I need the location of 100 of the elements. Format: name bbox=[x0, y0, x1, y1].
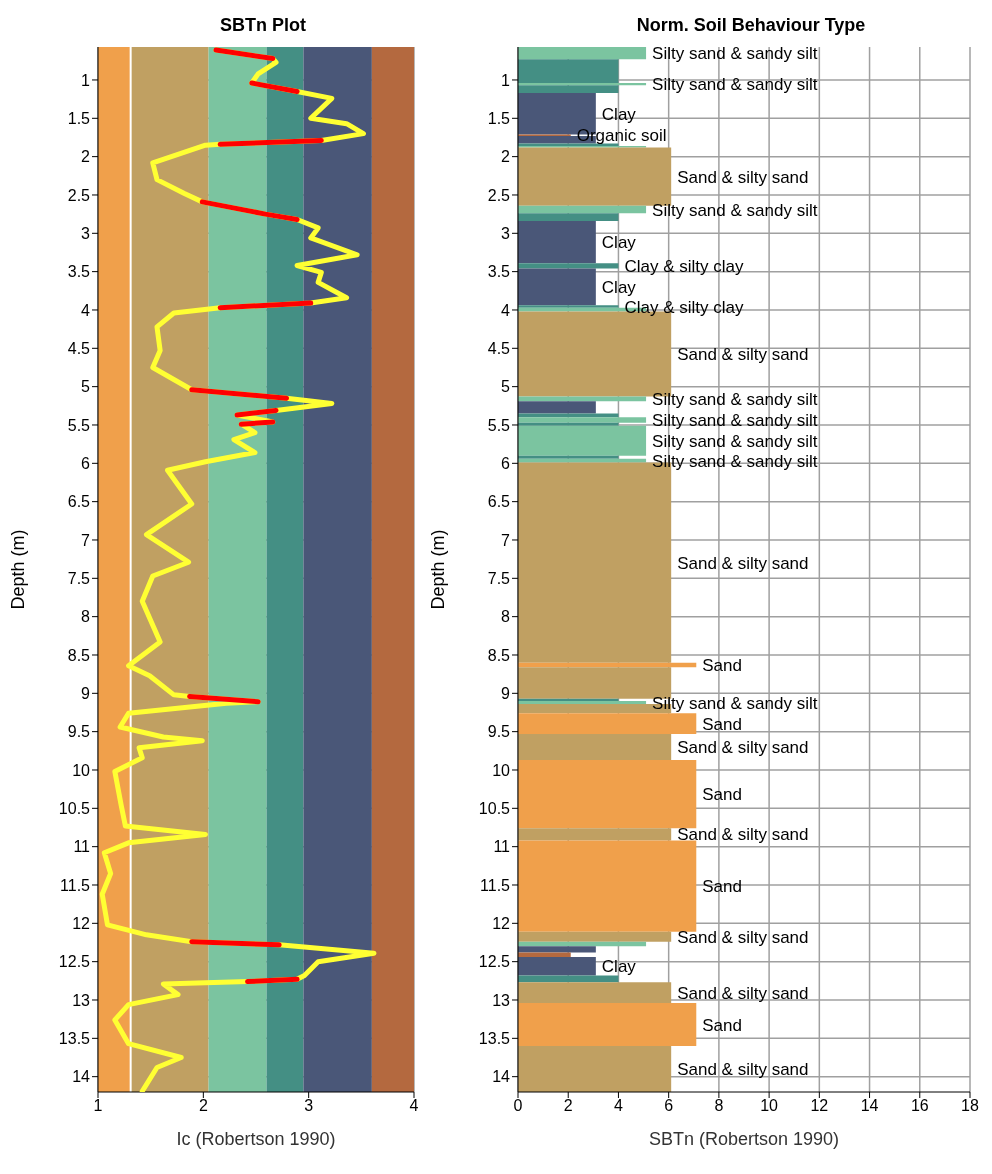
data-label: Clay bbox=[601, 957, 637, 977]
x-tick-label: 2 bbox=[563, 1097, 573, 1115]
data-label: Silty sand & sandy silt bbox=[652, 44, 818, 64]
y-tick-label: 11.5 bbox=[480, 876, 511, 894]
data-label: Sand & silty sand bbox=[677, 1060, 809, 1080]
y-tick-label: 2.5 bbox=[487, 186, 511, 204]
y-tick-label: 13.5 bbox=[478, 1030, 511, 1048]
data-label: Sand & silty sand bbox=[677, 983, 809, 1003]
data-label: Sand bbox=[702, 655, 742, 675]
data-label: Clay & silty clay bbox=[624, 256, 744, 276]
y-tick-label: 2.5 bbox=[67, 186, 91, 204]
y-tick-label: 7.5 bbox=[487, 570, 511, 587]
y-tick-label: 1.5 bbox=[67, 109, 91, 127]
y-tick-label: 13 bbox=[72, 991, 91, 1009]
y-tick-label: 10.5 bbox=[58, 800, 91, 817]
y-tick-label: 10 bbox=[492, 761, 511, 779]
data-label: Sand & silty sand bbox=[677, 345, 809, 365]
y-tick-label: 6.5 bbox=[487, 493, 511, 511]
chart-title: SBTn Plot bbox=[219, 13, 307, 37]
y-axis-title: Depth (m) bbox=[8, 529, 29, 610]
y-tick-label: 5 bbox=[501, 378, 511, 396]
y-tick-label: 8 bbox=[501, 608, 511, 626]
data-label: Sand & silty sand bbox=[677, 553, 809, 573]
y-tick-label: 3 bbox=[501, 224, 511, 242]
y-tick-label: 6.5 bbox=[67, 493, 91, 511]
y-tick-label: 4 bbox=[81, 301, 91, 319]
x-tick-label: 8 bbox=[714, 1097, 724, 1115]
y-tick-label: 12.5 bbox=[478, 953, 511, 971]
data-label: Sand & silty sand bbox=[677, 738, 809, 758]
data-label: Silty sand & sandy silt bbox=[652, 693, 818, 713]
data-label: Sand bbox=[702, 877, 742, 897]
data-label: Sand bbox=[702, 714, 742, 734]
y-tick-label: 7 bbox=[81, 531, 91, 549]
data-label: Sand & silty sand bbox=[677, 825, 809, 845]
y-axis-title: Depth (m) bbox=[428, 529, 449, 610]
y-tick-label: 12.5 bbox=[58, 953, 91, 971]
chart-title: Norm. Soil Behaviour Type bbox=[635, 13, 867, 37]
y-tick-label: 4 bbox=[501, 301, 511, 319]
y-tick-label: 5 bbox=[81, 378, 91, 396]
y-tick-label: 4.5 bbox=[67, 339, 91, 357]
data-label: Sand & silty sand bbox=[677, 927, 809, 947]
data-label: Sand bbox=[702, 785, 742, 805]
x-tick-label: 4 bbox=[613, 1097, 623, 1115]
y-tick-label: 13 bbox=[492, 991, 511, 1009]
data-label: Silty sand & sandy silt bbox=[652, 389, 818, 409]
y-tick-label: 1 bbox=[501, 71, 511, 89]
y-tick-label: 5.5 bbox=[67, 416, 91, 434]
x-tick-label: 16 bbox=[910, 1097, 929, 1115]
y-tick-label: 7 bbox=[501, 531, 511, 549]
x-tick-label: 14 bbox=[860, 1097, 879, 1115]
x-tick-label: 12 bbox=[810, 1097, 829, 1115]
x-tick-label: 1 bbox=[93, 1097, 103, 1115]
y-tick-label: 11 bbox=[493, 838, 511, 856]
data-label: Clay bbox=[601, 104, 637, 124]
x-tick-label: 4 bbox=[409, 1097, 419, 1115]
data-label: Clay bbox=[601, 278, 637, 298]
x-tick-label: 3 bbox=[304, 1097, 314, 1115]
y-tick-label: 9.5 bbox=[487, 723, 511, 741]
data-label: Silty sand & sandy silt bbox=[652, 411, 818, 431]
y-tick-label: 11 bbox=[73, 838, 91, 856]
x-tick-label: 18 bbox=[961, 1097, 979, 1115]
y-tick-label: 10.5 bbox=[478, 800, 511, 817]
data-label: Silty sand & sandy silt bbox=[652, 451, 818, 471]
y-tick-label: 2 bbox=[501, 148, 511, 166]
y-tick-label: 12 bbox=[492, 915, 511, 933]
y-tick-label: 1 bbox=[81, 71, 91, 89]
data-label: Silty sand & sandy silt bbox=[652, 75, 818, 95]
y-tick-label: 11.5 bbox=[60, 876, 91, 894]
x-tick-label: 2 bbox=[198, 1097, 208, 1115]
y-tick-label: 6 bbox=[501, 454, 511, 472]
y-tick-label: 3 bbox=[81, 224, 91, 242]
data-label: Clay & silty clay bbox=[624, 297, 744, 317]
data-label: Organic soil bbox=[576, 126, 667, 146]
data-label: Silty sand & sandy silt bbox=[652, 200, 818, 220]
y-tick-label: 5.5 bbox=[487, 416, 511, 434]
data-label: Sand & silty sand bbox=[677, 167, 809, 187]
y-tick-label: 8.5 bbox=[67, 646, 91, 664]
data-label: Sand bbox=[702, 1015, 742, 1035]
y-tick-label: 6 bbox=[81, 454, 91, 472]
y-tick-label: 1.5 bbox=[487, 109, 511, 127]
y-tick-label: 7.5 bbox=[67, 570, 91, 587]
y-tick-label: 2 bbox=[81, 148, 91, 166]
y-tick-label: 8.5 bbox=[487, 646, 511, 664]
y-tick-label: 4.5 bbox=[487, 339, 511, 357]
x-tick-label: 6 bbox=[664, 1097, 674, 1115]
data-label: Clay bbox=[601, 233, 637, 253]
data-label: Silty sand & sandy silt bbox=[652, 431, 818, 451]
y-tick-label: 9 bbox=[501, 685, 511, 702]
y-tick-label: 3.5 bbox=[487, 263, 511, 281]
x-tick-label: 10 bbox=[760, 1097, 779, 1115]
y-tick-label: 9.5 bbox=[67, 723, 91, 741]
x-axis-title: SBTn (Robertson 1990) bbox=[648, 1129, 840, 1149]
y-tick-label: 10 bbox=[72, 761, 91, 779]
x-axis-title: Ic (Robertson 1990) bbox=[176, 1129, 336, 1149]
y-tick-label: 8 bbox=[81, 608, 91, 626]
y-tick-label: 9 bbox=[81, 685, 91, 702]
y-tick-label: 12 bbox=[72, 915, 91, 933]
x-tick-label: 0 bbox=[513, 1097, 523, 1115]
y-tick-label: 14 bbox=[492, 1068, 511, 1086]
y-tick-label: 13.5 bbox=[58, 1030, 91, 1048]
